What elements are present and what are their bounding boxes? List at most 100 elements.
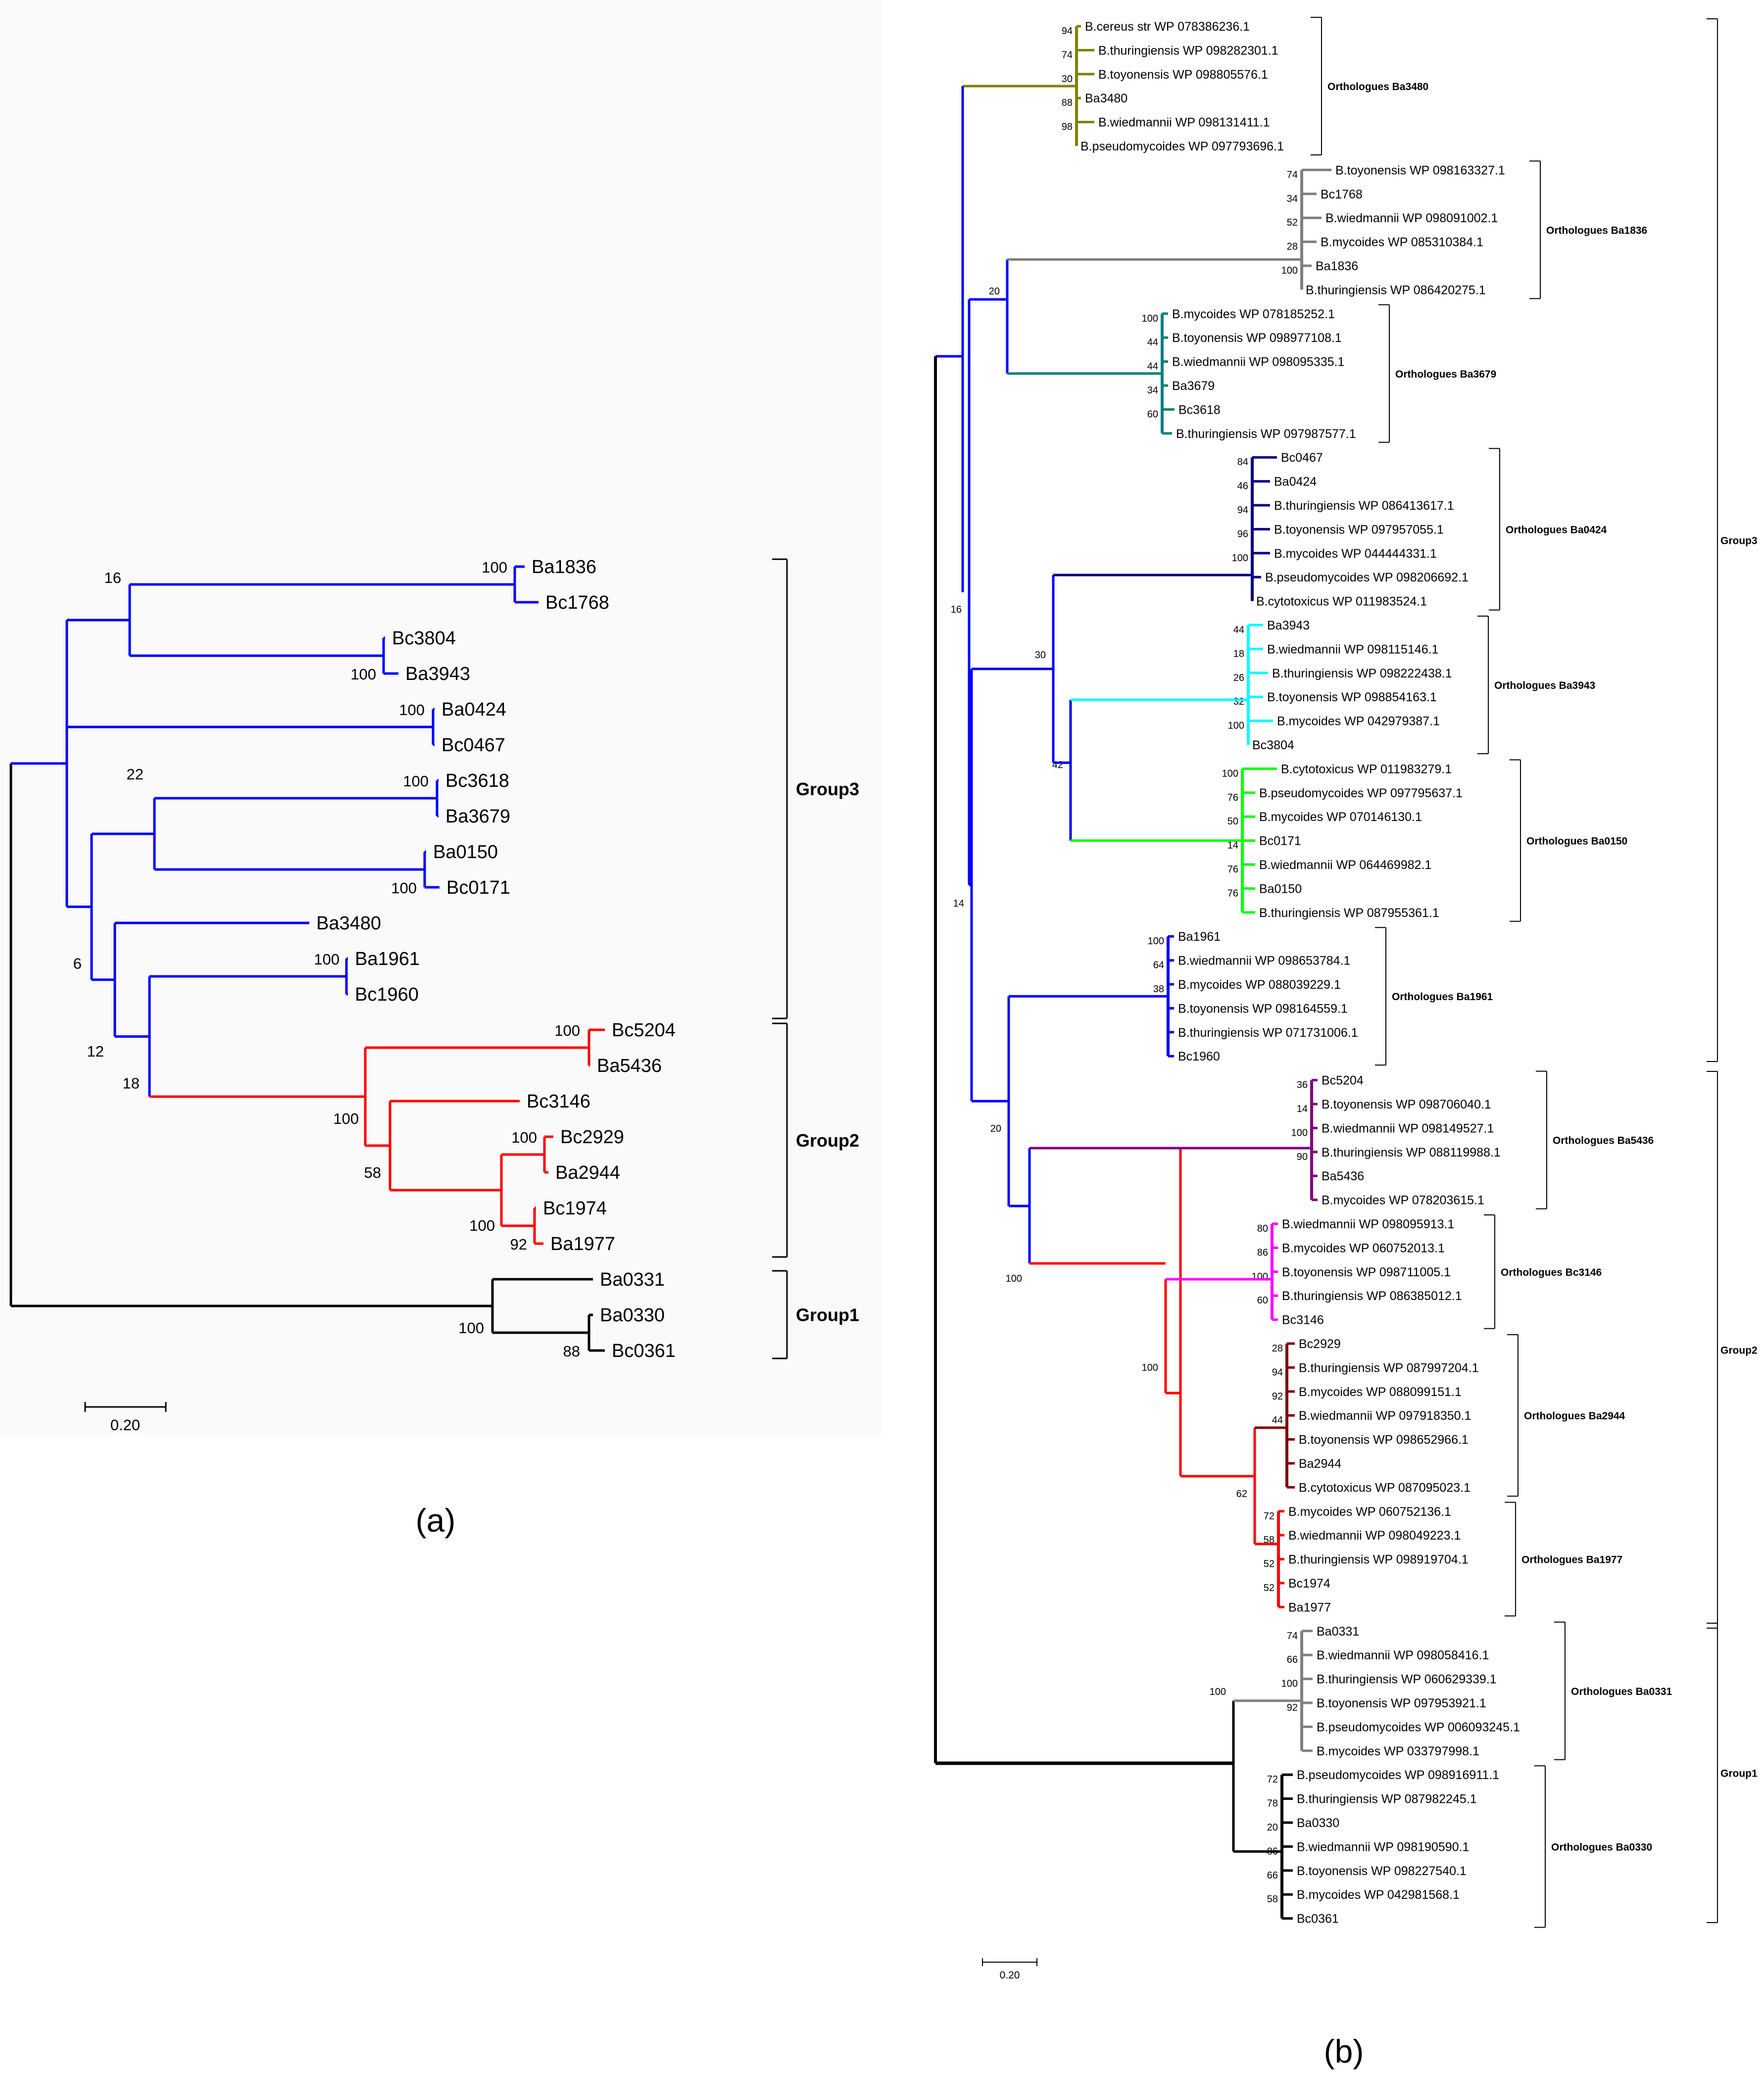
leaf-label: Ba3679 — [1172, 379, 1215, 393]
leaf-label: Bc3618 — [1178, 403, 1221, 417]
clade-ba3943: Ba3943 B.wiedmannii WP 098115146.1 B.thuri… — [1228, 616, 1595, 754]
bootstrap-value: 88 — [563, 1343, 580, 1360]
leaf-label: Ba0424 — [441, 699, 506, 720]
leaf-label: B.toyonensis WP 098977108.1 — [1172, 331, 1342, 345]
bootstrap-value: 20 — [990, 1123, 1001, 1134]
clade-ba3679: B.mycoides WP 078185252.1 B.toyonensis WP… — [1142, 304, 1496, 443]
leaf-label: B.thuringiensis WP 088119988.1 — [1322, 1146, 1501, 1159]
leaf-label: B.cereus str WP 078386236.1 — [1085, 20, 1250, 34]
bootstrap-value: 16 — [104, 569, 121, 586]
bootstrap-value: 94 — [1062, 26, 1073, 37]
leaf-label: B.wiedmannii WP 098091002.1 — [1325, 211, 1498, 225]
bootstrap-value: 22 — [127, 766, 144, 783]
leaf-label: B.toyonensis WP 098163327.1 — [1335, 163, 1505, 177]
clade-ba1977: B.mycoides WP 060752136.1 B.wiedmannii WP… — [1264, 1501, 1622, 1617]
leaf-label: B.thuringiensis WP 086420275.1 — [1306, 283, 1486, 297]
bootstrap-value: 52 — [1287, 217, 1298, 228]
bootstrap-value: 32 — [1233, 696, 1244, 707]
leaf-label: Ba0330 — [1297, 1816, 1339, 1830]
leaf-label: Ba3480 — [1085, 92, 1127, 105]
bootstrap-value: 90 — [1297, 1152, 1308, 1162]
leaf-label: B.thuringiensis WP 060629339.1 — [1317, 1673, 1497, 1687]
bootstrap-value: 88 — [1062, 97, 1073, 108]
clade-label: Orthologues Bc3146 — [1501, 1267, 1602, 1278]
bootstrap-value: 98 — [1062, 122, 1073, 133]
bootstrap-value: 28 — [1287, 241, 1298, 252]
group-label: Group3 — [1720, 535, 1758, 547]
bootstrap-value: 44 — [1272, 1415, 1283, 1426]
leaf-label: B.mycoides WP 088039229.1 — [1178, 978, 1341, 992]
bootstrap-value: 76 — [1227, 792, 1238, 803]
leaf-label: B.wiedmannii WP 097918350.1 — [1299, 1409, 1471, 1423]
bootstrap-value: 100 — [1148, 936, 1164, 947]
leaf-label: B.wiedmannii WP 098131411.1 — [1098, 116, 1270, 130]
leaf-label: B.wiedmannii WP 098058416.1 — [1317, 1648, 1489, 1662]
clade-bc3146: B.wiedmannii WP 098095913.1 B.mycoides WP… — [1252, 1214, 1602, 1329]
bootstrap-value: 20 — [1267, 1822, 1278, 1833]
bootstrap-value: 100 — [1228, 721, 1244, 731]
scale-bar-label: 0.20 — [1000, 1970, 1020, 1981]
bootstrap-value: 100 — [554, 1022, 580, 1039]
leaf-label: B.wiedmannii WP 098190590.1 — [1297, 1840, 1469, 1854]
bootstrap-value: 74 — [1287, 1631, 1298, 1641]
bootstrap-value: 52 — [1264, 1583, 1274, 1593]
leaf-label: Bc1974 — [543, 1198, 607, 1219]
bootstrap-value: 84 — [1237, 457, 1248, 468]
leaf-label: Bc3804 — [392, 628, 456, 649]
leaf-label: Ba5436 — [1322, 1169, 1364, 1183]
leaf-label: Ba3480 — [316, 913, 381, 934]
leaf-label: B.wiedmannii WP 064469982.1 — [1259, 858, 1431, 872]
leaf-label: Bc1960 — [355, 984, 419, 1005]
clade-label: Orthologues Ba0424 — [1506, 524, 1607, 535]
leaf-label: Bc5204 — [1322, 1074, 1364, 1088]
leaf-label: Bc5204 — [612, 1020, 676, 1041]
clade-label: Orthologues Ba0150 — [1526, 836, 1627, 847]
bootstrap-value: 100 — [1142, 313, 1158, 324]
bootstrap-value: 60 — [1147, 409, 1158, 420]
bootstrap-value: 74 — [1062, 49, 1073, 60]
leaf-label: Bc0361 — [612, 1341, 676, 1361]
bootstrap-value: 96 — [1237, 529, 1248, 539]
clade-ba0150: B.cytotoxicus WP 011983279.1 B.pseudomyco… — [1222, 759, 1627, 922]
clade-label: Orthologues Ba1977 — [1521, 1554, 1622, 1566]
leaf-label: B.mycoides WP 070146130.1 — [1259, 810, 1422, 824]
leaf-label: B.toyonensis WP 098652966.1 — [1299, 1433, 1469, 1447]
leaf-label: B.wiedmannii WP 098149527.1 — [1322, 1121, 1494, 1135]
leaf-label: B.mycoides WP 088099151.1 — [1299, 1385, 1462, 1399]
bootstrap-value: 14 — [1297, 1104, 1308, 1114]
bootstrap-value: 64 — [1153, 960, 1164, 971]
bootstrap-value: 36 — [1297, 1080, 1308, 1091]
group-label: Group3 — [796, 779, 859, 799]
bootstrap-value: 62 — [1236, 1489, 1247, 1499]
leaf-label: Bc1768 — [1321, 188, 1363, 201]
leaf-label: B.wiedmannii WP 098115146.1 — [1267, 642, 1439, 656]
leaf-label: B.toyonensis WP 097953921.1 — [1317, 1696, 1486, 1710]
bootstrap-value: 18 — [1233, 648, 1244, 659]
bootstrap-value: 44 — [1233, 625, 1244, 635]
bootstrap-value: 58 — [1267, 1894, 1278, 1905]
bootstrap-value: 6 — [73, 955, 82, 972]
leaf-label: B.toyonensis WP 098227540.1 — [1297, 1864, 1467, 1878]
bootstrap-value: 100 — [1142, 1362, 1158, 1373]
bootstrap-value: 100 — [1281, 1679, 1298, 1689]
leaf-label: B.thuringiensis WP 071731006.1 — [1178, 1026, 1358, 1040]
bootstrap-value: 30 — [1035, 650, 1046, 661]
leaf-label: Ba3679 — [445, 806, 510, 827]
bootstrap-value: 76 — [1227, 864, 1238, 875]
leaf-label: Bc2929 — [1299, 1337, 1341, 1351]
bootstrap-value: 50 — [1227, 816, 1238, 827]
scale-bar-label: 0.20 — [110, 1416, 140, 1434]
clade-label: Orthologues Ba5436 — [1553, 1135, 1654, 1147]
bootstrap-value: 28 — [1272, 1343, 1283, 1354]
bootstrap-value: 14 — [1227, 840, 1238, 851]
leaf-label: B.mycoides WP 085310384.1 — [1321, 236, 1483, 249]
bootstrap-value: 38 — [1153, 984, 1164, 995]
bootstrap-value: 66 — [1287, 1654, 1298, 1665]
leaf-label: B.thuringiensis WP 086413617.1 — [1274, 499, 1454, 513]
bootstrap-value: 100 — [314, 951, 340, 968]
leaf-label: B.thuringiensis WP 087955361.1 — [1259, 906, 1439, 920]
leaf-label: Bc3618 — [445, 771, 509, 791]
clade-label: Orthologues Ba0331 — [1571, 1686, 1672, 1697]
leaf-label: B.cytotoxicus WP 011983524.1 — [1256, 595, 1427, 609]
leaf-label: B.pseudomycoides WP 098916911.1 — [1297, 1768, 1499, 1782]
